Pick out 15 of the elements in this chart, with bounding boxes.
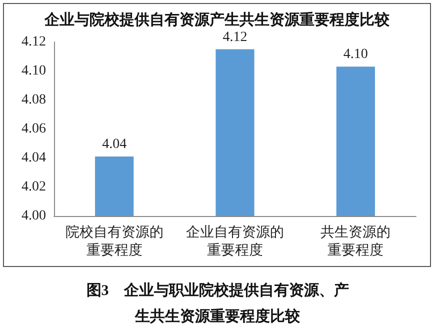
data-label: 4.12 [222,30,248,45]
y-tick-label: 4.06 [22,122,46,136]
x-tick-label: 企业自有资源的重要程度 [186,224,284,258]
y-tick-label: 4.02 [22,180,46,194]
y-tick-label: 4.10 [22,64,46,78]
chart-title: 企业与院校提供自有资源产生共生资源重要程度比较 [44,10,390,28]
y-tick-label: 4.04 [22,150,46,166]
data-label: 4.10 [343,47,368,62]
y-tick-label: 4.08 [22,92,46,108]
x-tick-label: 院校自有资源的重要程度 [65,224,164,258]
caption: 图3 企业与职业院校提供自有资源、产生共生资源重要程度比较 [85,281,350,327]
data-label: 4.04 [102,137,127,152]
y-tick-label: 4.00 [22,208,46,224]
y-tick-label: 4.12 [22,34,46,50]
x-tick-label: 共生资源的重要程度 [320,224,391,258]
